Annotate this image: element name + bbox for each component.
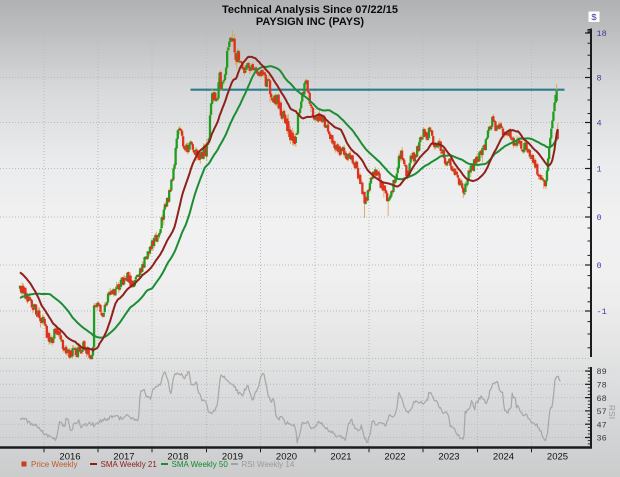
svg-text:$: $ <box>591 12 597 23</box>
svg-text:2023: 2023 <box>438 452 459 463</box>
svg-text:1: 1 <box>597 165 602 175</box>
svg-text:0: 0 <box>597 213 602 223</box>
svg-text:2020: 2020 <box>276 452 297 463</box>
svg-text:0: 0 <box>597 261 602 271</box>
svg-text:Technical Analysis Since 07/22: Technical Analysis Since 07/22/15 <box>222 4 398 16</box>
svg-text:68: 68 <box>597 394 607 404</box>
svg-text:2025: 2025 <box>547 452 568 463</box>
svg-text:RSI Weekly 14: RSI Weekly 14 <box>242 460 295 469</box>
svg-text:36: 36 <box>597 434 607 444</box>
svg-text:78: 78 <box>597 381 607 391</box>
svg-text:SMA Weekly 21: SMA Weekly 21 <box>101 460 158 469</box>
svg-text:57: 57 <box>597 407 607 417</box>
svg-text:Price Weekly: Price Weekly <box>31 460 78 469</box>
svg-text:2021: 2021 <box>330 452 351 463</box>
svg-text:2024: 2024 <box>493 452 514 463</box>
svg-text:SMA Weekly 50: SMA Weekly 50 <box>172 460 229 469</box>
svg-text:18: 18 <box>597 29 607 39</box>
svg-text:2022: 2022 <box>384 452 405 463</box>
svg-text:89: 89 <box>597 367 607 377</box>
svg-text:2018: 2018 <box>167 452 188 463</box>
svg-text:2016: 2016 <box>59 452 80 463</box>
svg-text:8: 8 <box>597 74 602 84</box>
svg-text:4: 4 <box>597 119 602 129</box>
svg-text:-1: -1 <box>597 307 607 317</box>
svg-text:PAYSIGN INC (PAYS): PAYSIGN INC (PAYS) <box>256 16 365 28</box>
svg-text:2019: 2019 <box>222 452 243 463</box>
svg-text:RSI: RSI <box>607 405 617 419</box>
svg-text:2017: 2017 <box>113 452 134 463</box>
svg-text:47: 47 <box>597 420 607 430</box>
